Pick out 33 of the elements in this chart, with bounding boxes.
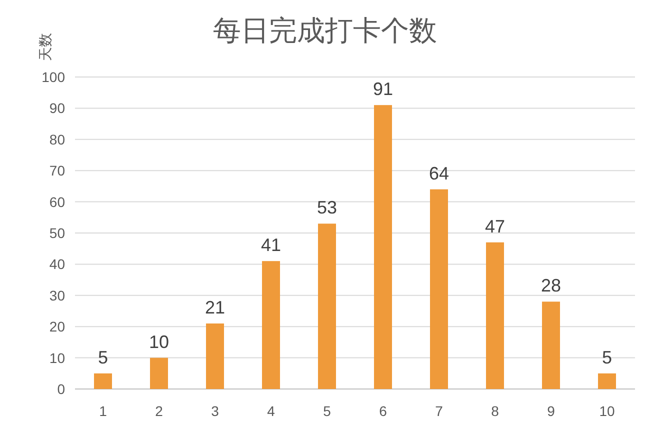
x-tick-label: 6 [379,403,388,419]
x-tick-label: 4 [267,403,276,419]
title: 每日完成打卡个数 [213,15,437,46]
data-label: 91 [372,79,394,100]
data-label: 28 [540,276,562,296]
data-label: 64 [428,163,450,184]
data-label: 53 [316,198,338,218]
x-tick-label: 10 [599,403,615,419]
data-label: 10 [148,332,170,352]
y-tick-label: 80 [49,131,66,148]
data-label: 5 [602,347,612,368]
y-tick-label: 20 [49,318,66,335]
x-tick-label: 8 [491,403,500,419]
y-tick-label: 30 [49,287,66,304]
y-tick-label: 60 [49,194,66,210]
data-label: 47 [484,216,506,236]
y-tick-label: 70 [49,162,66,179]
data-label: 41 [260,235,282,256]
y-tick-label: 10 [49,350,66,366]
y-tick-label: 90 [49,100,66,116]
y-tick-label: 40 [49,256,66,272]
x-tick-label: 3 [211,403,220,419]
y-tick-label: 50 [49,225,66,241]
ylabel: 天数 [37,33,53,61]
x-tick-label: 9 [547,403,556,419]
data-label: 21 [204,297,226,318]
x-tick-label: 5 [323,403,332,419]
x-tick-label: 7 [435,403,444,419]
y-tick-label: 0 [57,381,66,397]
data-label: 5 [98,347,108,368]
y-tick-label: 100 [42,69,66,85]
x-tick-label: 2 [155,403,164,419]
x-tick-label: 1 [99,403,108,419]
